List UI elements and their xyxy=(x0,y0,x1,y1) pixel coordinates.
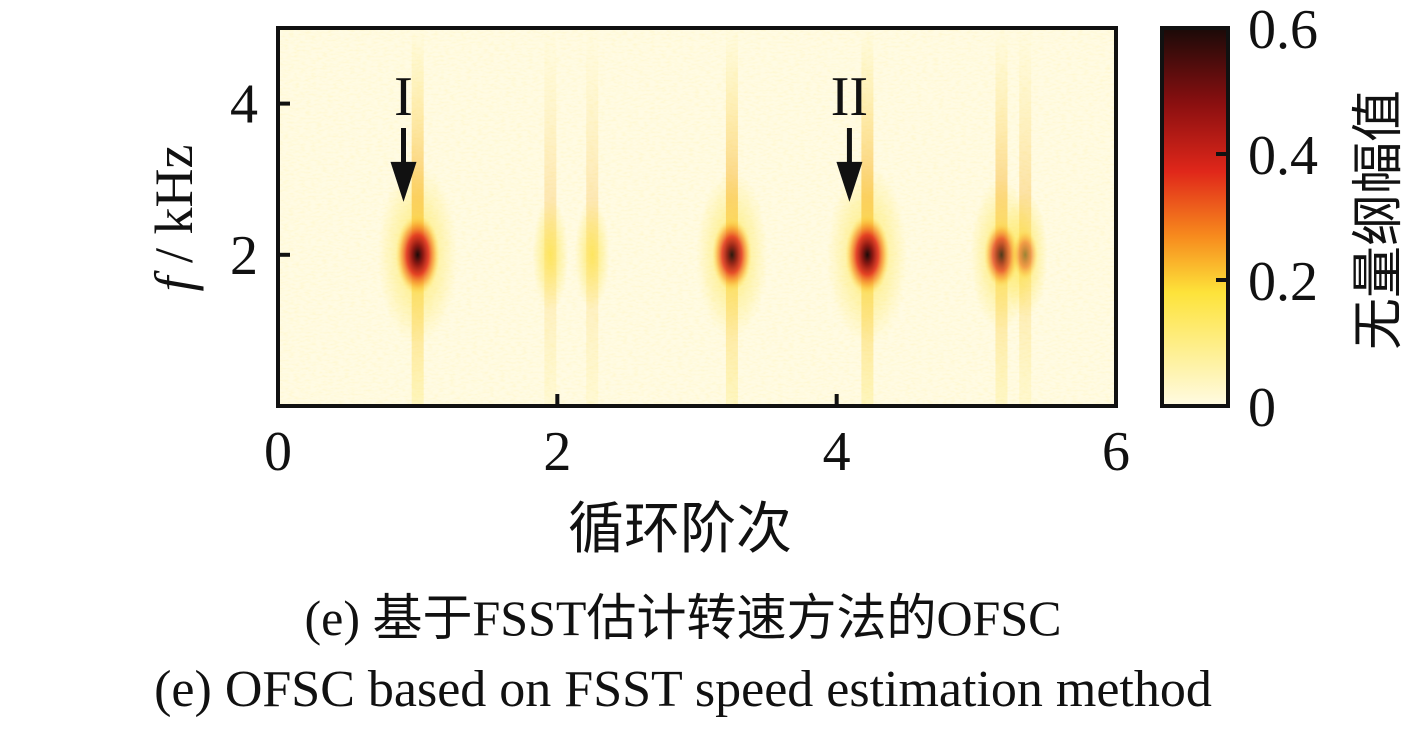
heat-peak-0 xyxy=(377,28,458,406)
heat-peak-2 xyxy=(574,28,610,406)
caption-chinese: (e) 基于FSST估计转速方法的OFSC xyxy=(304,590,1062,646)
caption-english: (e) OFSC based on FSST speed estimation … xyxy=(154,661,1212,718)
y-axis-label: f / kHz xyxy=(144,145,204,292)
x-tick-label-4: 4 xyxy=(823,421,851,483)
colorbar-label: 无量纲幅值 xyxy=(1351,90,1406,350)
y-axis-label-unit: / kHz xyxy=(144,145,204,277)
annotation-arrow-I: I xyxy=(390,66,417,202)
colorbar-tick-label-0.2: 0.2 xyxy=(1248,251,1318,313)
x-tick-label-6: 6 xyxy=(1102,421,1130,483)
heat-peak-1 xyxy=(532,28,569,406)
annotation-arrow-II: II xyxy=(831,66,868,202)
x-tick-label-2: 2 xyxy=(543,421,571,483)
y-tick-label-4: 4 xyxy=(230,74,258,136)
y-tick-label-2: 2 xyxy=(230,225,258,287)
annotation-label-II: II xyxy=(831,66,868,128)
heat-peak-6 xyxy=(1002,28,1048,406)
x-axis-label: 循环阶次 xyxy=(568,499,792,561)
x-tick-label-0: 0 xyxy=(264,421,292,483)
colorbar-tick-label-0: 0 xyxy=(1248,377,1276,439)
chart: 0 2 4 624 I II 00.20.40.6 循环阶次 f / kHz 无量纲幅值 xyxy=(144,0,1406,561)
annotation-label-I: I xyxy=(394,66,413,128)
colorbar-tick-label-0.6: 0.6 xyxy=(1248,0,1318,61)
heat-peak-4 xyxy=(827,28,908,406)
colorbar-gradient xyxy=(1160,26,1230,408)
colorbar-tick-label-0.4: 0.4 xyxy=(1248,125,1318,187)
heat-peak-3 xyxy=(696,28,768,406)
plot-frame xyxy=(276,26,1118,408)
